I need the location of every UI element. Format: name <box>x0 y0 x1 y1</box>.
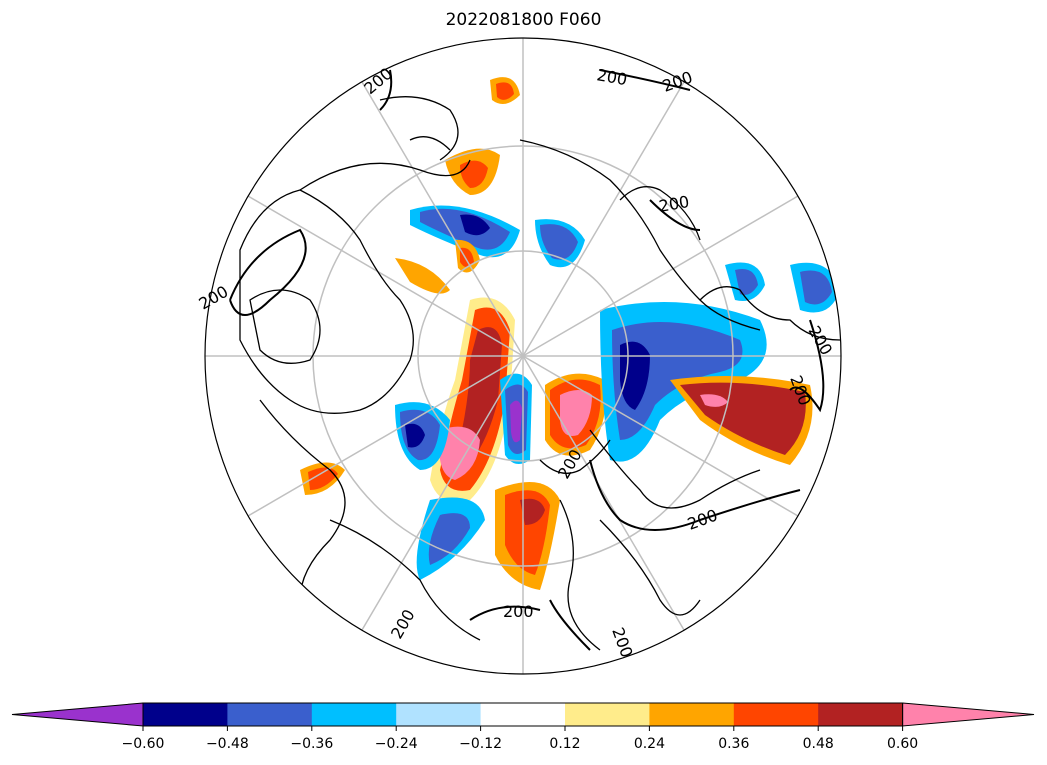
map-title: 2022081800 F060 <box>445 10 602 30</box>
coastlines <box>239 96 841 651</box>
colorbar-tick-label: −0.12 <box>459 736 502 752</box>
colorbar-segment <box>143 703 228 726</box>
colorbar-extend-high <box>902 702 1035 727</box>
colorbar-tick-label: −0.60 <box>122 736 165 752</box>
colorbar-segment <box>818 703 904 726</box>
colorbar-border <box>142 702 904 727</box>
height-contours <box>229 69 825 651</box>
colorbar-tick-label: −0.48 <box>206 736 249 752</box>
colorbar-ticks: −0.60 −0.48 −0.36 −0.24 −0.12 0.12 0.24 0.36 0.4… <box>122 726 918 752</box>
colorbar-tick-label: 0.48 <box>803 736 834 752</box>
colorbar-segment <box>649 703 735 726</box>
contour-label: 200 <box>503 602 534 621</box>
colorbar-segment <box>396 703 482 726</box>
colorbar-segment <box>227 703 313 726</box>
colorbar-segment <box>733 703 819 726</box>
colorbar-segment <box>480 703 566 726</box>
colorbar-extend-low <box>11 702 144 727</box>
colorbar-segments <box>11 702 1035 727</box>
colorbar-tick-label: 0.12 <box>549 736 580 752</box>
colorbar-tick-label: 0.60 <box>887 736 918 752</box>
colorbar-tick-label: 0.24 <box>634 736 665 752</box>
anomaly-shading <box>300 77 840 590</box>
colorbar-tick-label: −0.36 <box>290 736 333 752</box>
map-boundary <box>204 37 842 675</box>
polar-map: 200 200 200 200 200 200 200 200 200 200 … <box>196 37 842 675</box>
colorbar-segment <box>311 703 397 726</box>
colorbar-tick-label: −0.24 <box>375 736 418 752</box>
colorbar-tick-label: 0.36 <box>718 736 749 752</box>
graticule <box>205 38 841 674</box>
colorbar-segment <box>565 703 650 726</box>
